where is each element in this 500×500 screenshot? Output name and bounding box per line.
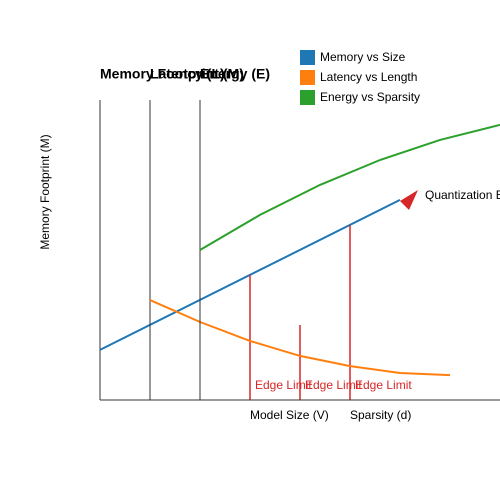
edge-limit-label: Edge Limit [305,378,362,392]
edge-limit-label: Edge Limit [255,378,312,392]
legend-label: Memory vs Size [320,50,406,64]
legend-swatch [300,70,315,85]
line-series [199,123,500,251]
legend-label: Latency vs Length [320,70,417,84]
annotation-arrow [400,190,418,210]
chart-title: Latency (L) [150,66,225,82]
chart-title: Energy (E) [200,66,270,82]
edge-limit-label: Edge Limit [355,378,412,392]
x-axis-label: Model Size (V) [250,408,329,422]
legend-swatch [300,50,315,65]
x-axis-label: Sparsity (d) [350,408,411,422]
annotation-text: Quantization Effect [425,188,500,202]
legend-swatch [300,90,315,105]
chart-title: Memory Footprint (M) [100,66,244,82]
legend-label: Energy vs Sparsity [320,90,420,104]
y-axis-label: Memory Footprint (M) [38,134,52,249]
